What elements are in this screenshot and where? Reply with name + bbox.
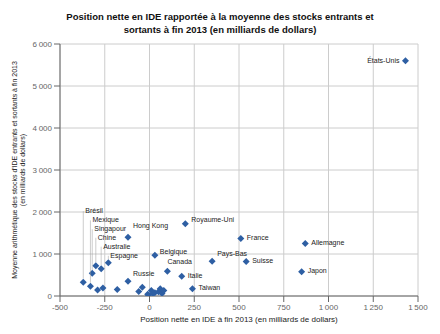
svg-text:Position nette en IDE à fin 20: Position nette en IDE à fin 2013 (en mil… (140, 315, 338, 324)
svg-text:Russie: Russie (133, 270, 155, 277)
svg-text:Japon: Japon (308, 267, 327, 275)
svg-text:1 500: 1 500 (408, 303, 428, 312)
svg-text:2 000: 2 000 (33, 208, 53, 217)
svg-text:Canada: Canada (167, 258, 192, 265)
svg-text:Belgique: Belgique (160, 248, 187, 256)
svg-text:1 000: 1 000 (33, 250, 53, 259)
svg-text:Chine: Chine (98, 234, 116, 241)
svg-text:Suisse: Suisse (252, 257, 273, 264)
svg-text:Allemagne: Allemagne (311, 239, 344, 247)
svg-text:États-Unis: États-Unis (367, 56, 400, 64)
svg-text:250: 250 (188, 303, 202, 312)
svg-text:Espagne: Espagne (110, 252, 138, 260)
svg-text:5 000: 5 000 (33, 82, 53, 91)
svg-text:Royaume-Uni: Royaume-Uni (191, 216, 234, 224)
svg-text:3 000: 3 000 (33, 166, 53, 175)
svg-text:750: 750 (277, 303, 291, 312)
svg-text:Hong Kong: Hong Kong (133, 222, 168, 230)
svg-text:Brésil: Brésil (85, 207, 103, 214)
svg-text:Italie: Italie (188, 272, 203, 279)
svg-text:Australie: Australie (103, 243, 130, 250)
html-text:Moyenne arithmétique des stock: Moyenne arithmétique des stocks d'IDE en… (11, 61, 26, 279)
svg-text:500: 500 (232, 303, 246, 312)
svg-text:France: France (247, 234, 269, 241)
svg-text:1 000: 1 000 (319, 303, 339, 312)
svg-text:0: 0 (48, 292, 53, 301)
svg-text:Mexique: Mexique (92, 216, 119, 224)
svg-text:6 000: 6 000 (33, 40, 53, 49)
svg-text:-500: -500 (52, 303, 69, 312)
html-text:Position nette en IDE rapporté: Position nette en IDE rapportée à la moy… (66, 11, 374, 35)
svg-text:1 250: 1 250 (364, 303, 384, 312)
svg-text:0: 0 (147, 303, 152, 312)
svg-text:4 000: 4 000 (33, 124, 53, 133)
svg-text:Taiwan: Taiwan (198, 284, 220, 291)
svg-text:Singapour: Singapour (94, 225, 127, 233)
svg-text:Pays-Bas: Pays-Bas (217, 250, 247, 258)
svg-text:-250: -250 (97, 303, 114, 312)
